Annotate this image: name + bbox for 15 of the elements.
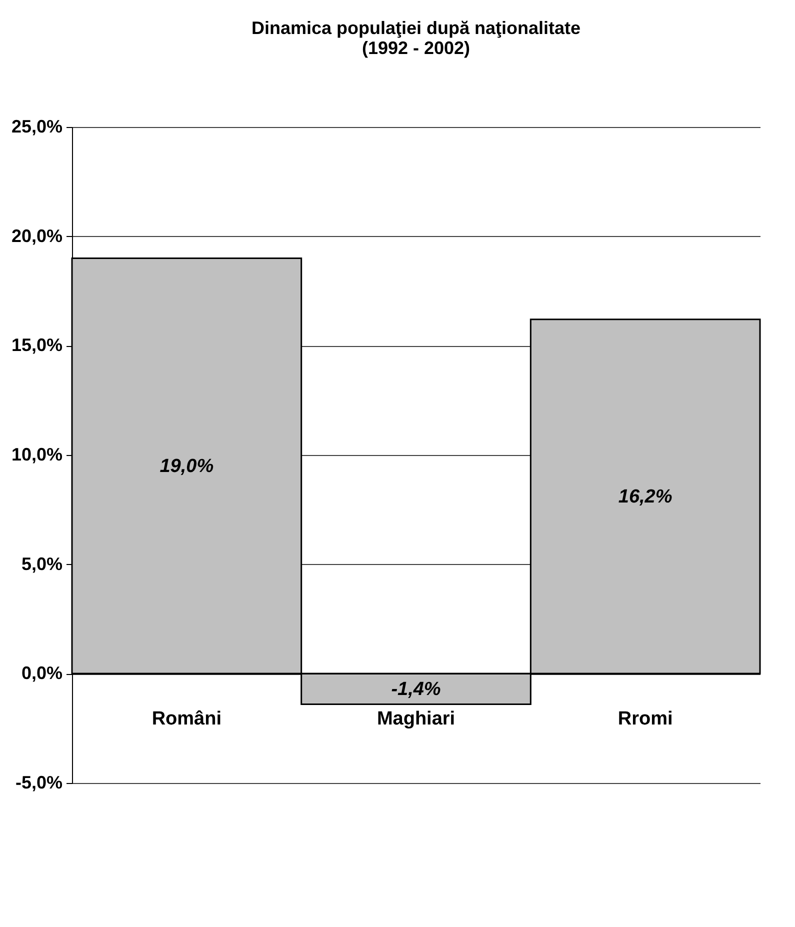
y-tick-label: 20,0% [11,226,62,246]
x-tick-label: Maghiari [376,708,456,730]
y-tick-label: 0,0% [21,663,62,684]
text: (1992 - 2002) [362,38,470,58]
y-tick-label: 25,0% [11,116,62,136]
x-tick-label: Români [152,708,222,730]
y-tick-label: -5,0% [15,772,62,792]
x-tick-label: Rromi [618,708,673,730]
data-label: 19,0% [160,456,214,477]
y-tick-label: 10,0% [11,444,62,464]
data-label: 16,2% [618,486,672,508]
data-label: -1,4% [391,678,441,700]
text: Dinamica populaţiei după naţionalitate [251,18,581,38]
y-tick-label: 15,0% [11,335,62,356]
y-tick-label: 5,0% [21,554,62,574]
